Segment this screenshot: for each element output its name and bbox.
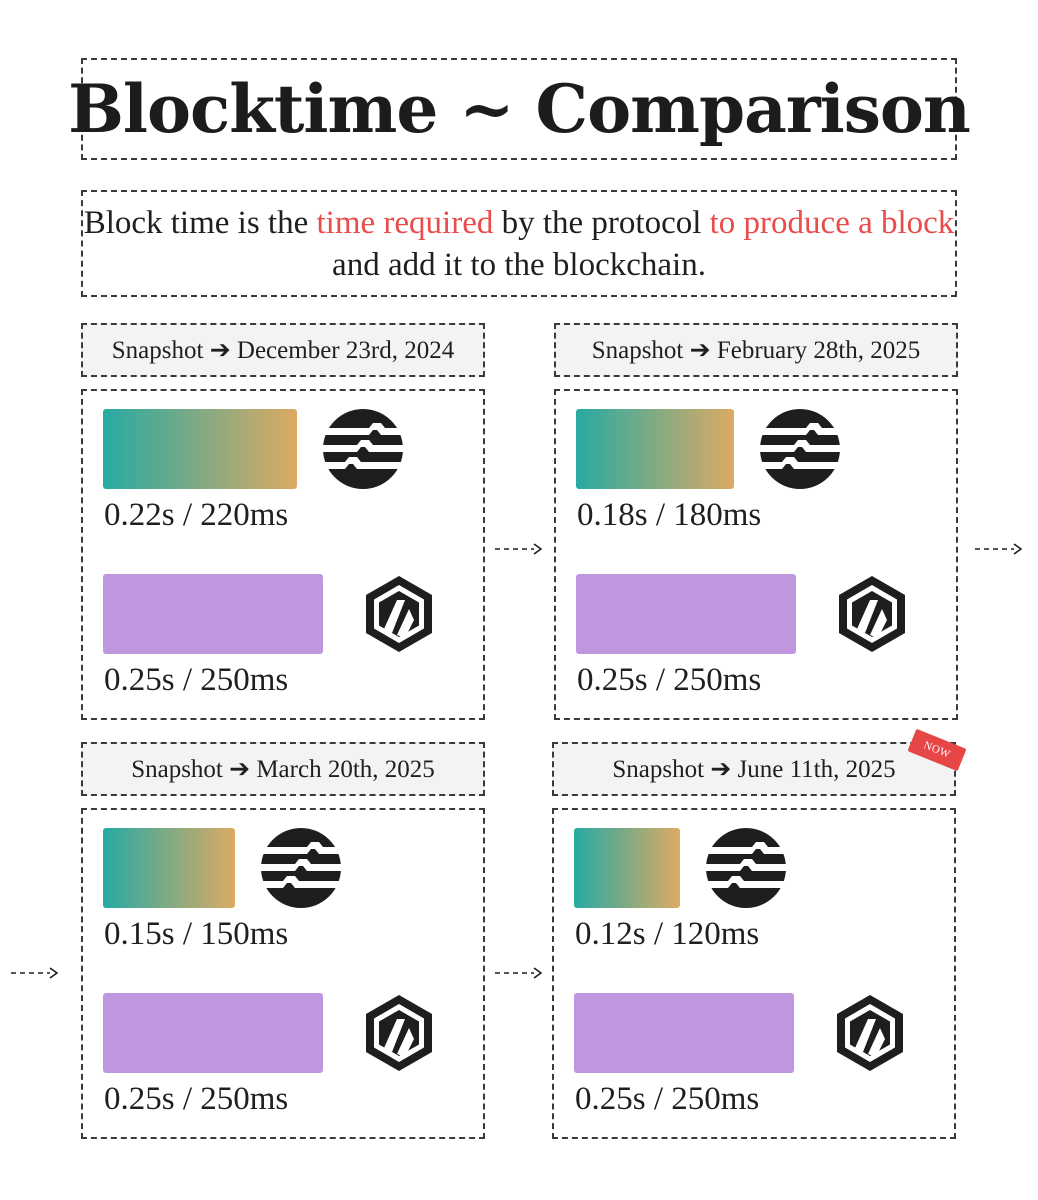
snapshot-label: Snapshot ➔ December 23rd, 2024 [111,337,455,364]
arbitrum-logo-icon [839,576,905,652]
blocktime-value: 0.12s / 120ms [575,916,760,952]
arbitrum-logo-icon [366,576,432,652]
aptos-logo-icon [261,828,341,908]
title-box: Blocktime ~ Comparison [68,58,971,160]
arbitrum-bar [574,993,794,1073]
definition-text: Block time is the time required by the p… [83,202,955,286]
snapshot-header: Snapshot ➔ March 20th, 2025 [81,742,485,796]
dashed-arrow-icon [974,543,1022,555]
aptos-logo-icon [706,828,786,908]
arbitrum-logo-icon [837,995,903,1071]
definition-part: and add it to the blockchain. [332,246,706,283]
page-title: Blocktime ~ Comparison [68,70,971,148]
dashed-arrow-icon [494,967,542,979]
definition-highlight: to produce a block [709,204,955,241]
dashed-arrow-icon [494,543,542,555]
blocktime-value: 0.25s / 250ms [104,1081,289,1117]
blocktime-value: 0.18s / 180ms [577,497,762,533]
arbitrum-logo-icon [366,995,432,1071]
arbitrum-bar [103,574,323,654]
dashed-arrow-icon [10,967,58,979]
aptos-bar [574,828,680,908]
arbitrum-bar [576,574,796,654]
snapshot-label: Snapshot ➔ June 11th, 2025 [612,756,896,783]
aptos-bar [103,828,235,908]
aptos-bar [576,409,734,489]
arbitrum-bar [103,993,323,1073]
aptos-logo-icon [760,409,840,489]
aptos-bar [103,409,297,489]
definition-part: Block time is the [83,204,317,241]
blocktime-value: 0.25s / 250ms [104,662,289,698]
snapshot-label: Snapshot ➔ March 20th, 2025 [131,756,435,783]
blocktime-value: 0.25s / 250ms [575,1081,760,1117]
definition-part: by the protocol [493,204,710,241]
blocktime-value: 0.22s / 220ms [104,497,289,533]
aptos-logo-icon [323,409,403,489]
blocktime-value: 0.15s / 150ms [104,916,289,952]
snapshot-header: Snapshot ➔ February 28th, 2025 [554,323,958,377]
definition-box: Block time is the time required by the p… [81,190,957,297]
definition-highlight: time required [316,204,494,241]
snapshot-header: Snapshot ➔ June 11th, 2025 [552,742,956,796]
blocktime-value: 0.25s / 250ms [577,662,762,698]
snapshot-label: Snapshot ➔ February 28th, 2025 [591,337,921,364]
snapshot-header: Snapshot ➔ December 23rd, 2024 [81,323,485,377]
